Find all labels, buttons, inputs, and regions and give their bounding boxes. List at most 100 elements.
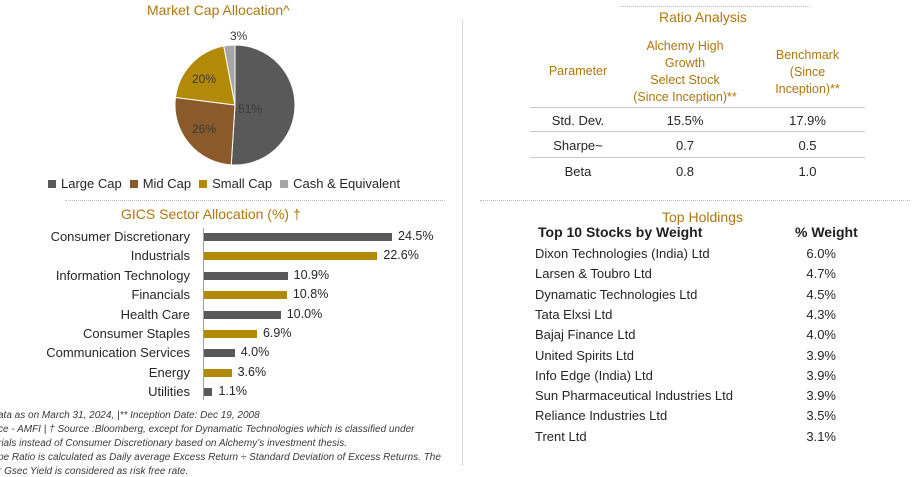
top-holdings-title: Top Holdings	[662, 209, 743, 225]
ratio-bench-value: 0.5	[798, 138, 817, 153]
sector-category-label: Consumer Staples	[83, 326, 190, 341]
ratio-param: Sharpe~	[553, 138, 603, 153]
pie-slice-mid-cap	[174, 96, 236, 166]
holding-name: Sun Pharmaceutical Industries Ltd	[535, 388, 733, 404]
holding-name: Reliance Industries Ltd	[535, 408, 668, 424]
ratio-header-bench-line: Inception)**	[775, 82, 840, 96]
sector-category-label: Utilities	[148, 384, 190, 400]
ratio-header-fund-line: (Since Inception)**	[633, 90, 737, 104]
holding-name: United Spirits Ltd	[535, 347, 634, 363]
left-horizontal-divider	[65, 200, 445, 201]
holding-weight: 4.0%	[806, 327, 836, 343]
sector-bar-value-label: 22.6%	[383, 248, 419, 263]
pie-slice-small-cap	[174, 45, 236, 106]
ratio-analysis-title: Ratio Analysis	[659, 9, 747, 25]
holding-name: Dynamatic Technologies Ltd	[535, 286, 698, 302]
ratio-param: Beta	[564, 164, 592, 179]
legend-swatch-mid-cap	[129, 179, 138, 188]
legend-label: Small Cap	[212, 176, 273, 191]
sector-category-label: Industrials	[130, 248, 190, 264]
sector-category-label: Consumer Discretionary	[50, 229, 190, 244]
sector-category-label: Health Care	[120, 306, 190, 322]
pie-label-small-cap: 20%	[192, 72, 217, 86]
holdings-col-stock: Top 10 Stocks by Weight	[538, 224, 703, 240]
sector-bar-value-label: 3.6%	[237, 364, 267, 379]
holding-name: Trent Ltd	[535, 428, 587, 444]
pie-label-mid-cap: 26%	[192, 122, 217, 136]
sector-bar	[204, 310, 281, 319]
ratio-header-parameter: Parameter	[548, 64, 608, 78]
ratio-header-benchmark: Benchmark (Since Inception)**	[755, 47, 860, 98]
sector-category-label: Energy	[148, 364, 190, 380]
top-right-divider	[620, 6, 810, 7]
sector-bar-value-label: 10.0%	[286, 306, 323, 321]
legend-item-cash: Cash & Equivalent	[280, 176, 400, 191]
holding-weight: 4.3%	[806, 306, 836, 322]
sector-category-label: Financials	[131, 287, 190, 303]
ratio-row-line	[530, 157, 865, 158]
ratio-fund-value: 15.5%	[666, 113, 704, 128]
holdings-col-weight: % Weight	[795, 224, 858, 240]
holding-weight: 3.5%	[806, 408, 836, 424]
ratio-header-fund-line: Alchemy High	[646, 39, 724, 53]
ratio-row-line	[530, 131, 865, 132]
holding-name: Info Edge (India) Ltd	[535, 367, 653, 383]
sector-bar-value-label: 10.8%	[292, 287, 329, 302]
legend-item-mid-cap: Mid Cap	[129, 176, 192, 191]
legend-label: Mid Cap	[142, 176, 192, 191]
holding-name: Dixon Technologies (India) Ltd	[535, 246, 710, 261]
holding-name: Bajaj Finance Ltd	[535, 327, 636, 343]
sector-bar-value-label: 6.9%	[262, 326, 292, 340]
legend-swatch-cash	[280, 179, 289, 188]
market-cap-title: Market Cap Allocation^	[147, 2, 290, 18]
bar-axis-line	[203, 228, 204, 400]
sector-bar-value-label: 1.1%	[218, 384, 247, 399]
ratio-fund-value: 0.7	[675, 138, 695, 153]
sector-allocation-title: GICS Sector Allocation (%) †	[121, 206, 301, 222]
ratio-row-line	[530, 107, 865, 108]
sector-bar	[204, 233, 392, 241]
ratio-header-bench-line: (Since	[789, 65, 826, 79]
holding-weight: 3.9%	[806, 367, 836, 383]
pie-slice-cash	[223, 44, 236, 106]
sector-bar	[204, 291, 287, 300]
footnote-line: ata as on March 31, 2024, |** Inception …	[0, 410, 260, 421]
holding-weight: 3.1%	[806, 428, 836, 444]
footnote-line: pe Ratio is calculated as Daily average …	[0, 452, 441, 463]
holding-weight: 4.7%	[806, 266, 836, 282]
sector-bar-value-label: 24.5%	[398, 229, 434, 243]
sector-bar	[204, 368, 232, 377]
vertical-divider	[462, 20, 463, 465]
footnote-line: r Gsec Yield is considered as risk free …	[0, 466, 189, 477]
sector-bar	[204, 330, 257, 338]
pie-slice-large-cap	[230, 44, 296, 166]
holding-weight: 3.9%	[806, 347, 836, 363]
holding-weight: 6.0%	[806, 246, 836, 261]
ratio-header-fund-line: Select Stock	[650, 73, 720, 87]
legend-item-large-cap: Large Cap	[48, 176, 122, 191]
sector-bar	[204, 252, 378, 261]
legend-swatch-large-cap	[48, 179, 56, 188]
ratio-param: Std. Dev.	[551, 113, 605, 128]
legend-item-small-cap: Small Cap	[199, 176, 272, 191]
market-cap-legend: Large Cap Mid Cap Small Cap Cash & Equiv…	[48, 176, 400, 191]
sector-category-label: Information Technology	[55, 267, 190, 283]
holding-weight: 3.9%	[806, 388, 836, 404]
ratio-header-fund-line: Growth	[664, 56, 706, 70]
legend-label: Cash & Equivalent	[293, 176, 401, 191]
holding-weight: 4.5%	[806, 286, 836, 302]
pie-label-cash: 3%	[230, 29, 248, 43]
ratio-fund-value: 0.8	[675, 164, 695, 179]
ratio-header-fund: Alchemy High Growth Select Stock (Since …	[620, 38, 750, 106]
sector-category-label: Communication Services	[46, 345, 190, 361]
legend-swatch-small-cap	[199, 179, 208, 188]
sector-bar-value-label: 10.9%	[293, 267, 330, 282]
sector-bar	[204, 349, 235, 358]
footnote-line: ce - AMFI | † Source :Bloomberg, except …	[0, 424, 415, 435]
holding-name: Larsen & Toubro Ltd	[535, 266, 652, 282]
ratio-bench-value: 17.9%	[789, 113, 826, 128]
ratio-header-bench-line: Benchmark	[775, 48, 840, 62]
legend-label: Large Cap	[61, 176, 122, 191]
ratio-bench-value: 1.0	[798, 164, 817, 179]
pie-label-large-cap: 51%	[238, 102, 263, 116]
